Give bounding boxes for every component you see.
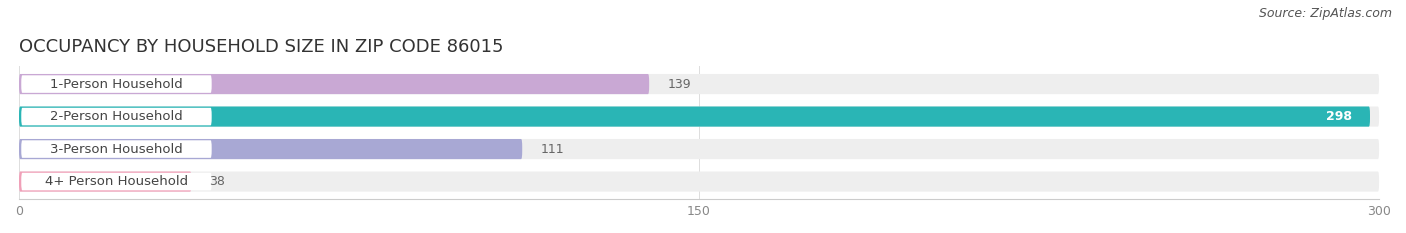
FancyBboxPatch shape: [20, 139, 1379, 159]
FancyBboxPatch shape: [21, 108, 212, 125]
FancyBboxPatch shape: [20, 139, 522, 159]
Text: 2-Person Household: 2-Person Household: [51, 110, 183, 123]
FancyBboxPatch shape: [20, 171, 1379, 192]
Text: 298: 298: [1326, 110, 1351, 123]
Text: 38: 38: [209, 175, 225, 188]
FancyBboxPatch shape: [21, 140, 212, 158]
FancyBboxPatch shape: [20, 106, 1379, 127]
Text: OCCUPANCY BY HOUSEHOLD SIZE IN ZIP CODE 86015: OCCUPANCY BY HOUSEHOLD SIZE IN ZIP CODE …: [20, 38, 503, 56]
Text: 3-Person Household: 3-Person Household: [51, 143, 183, 156]
FancyBboxPatch shape: [20, 171, 191, 192]
FancyBboxPatch shape: [20, 74, 1379, 94]
FancyBboxPatch shape: [20, 106, 1369, 127]
FancyBboxPatch shape: [20, 74, 650, 94]
Text: 1-Person Household: 1-Person Household: [51, 78, 183, 91]
Text: 4+ Person Household: 4+ Person Household: [45, 175, 188, 188]
FancyBboxPatch shape: [21, 75, 212, 93]
Text: 139: 139: [668, 78, 690, 91]
FancyBboxPatch shape: [21, 173, 212, 190]
Text: 111: 111: [540, 143, 564, 156]
Text: Source: ZipAtlas.com: Source: ZipAtlas.com: [1258, 7, 1392, 20]
